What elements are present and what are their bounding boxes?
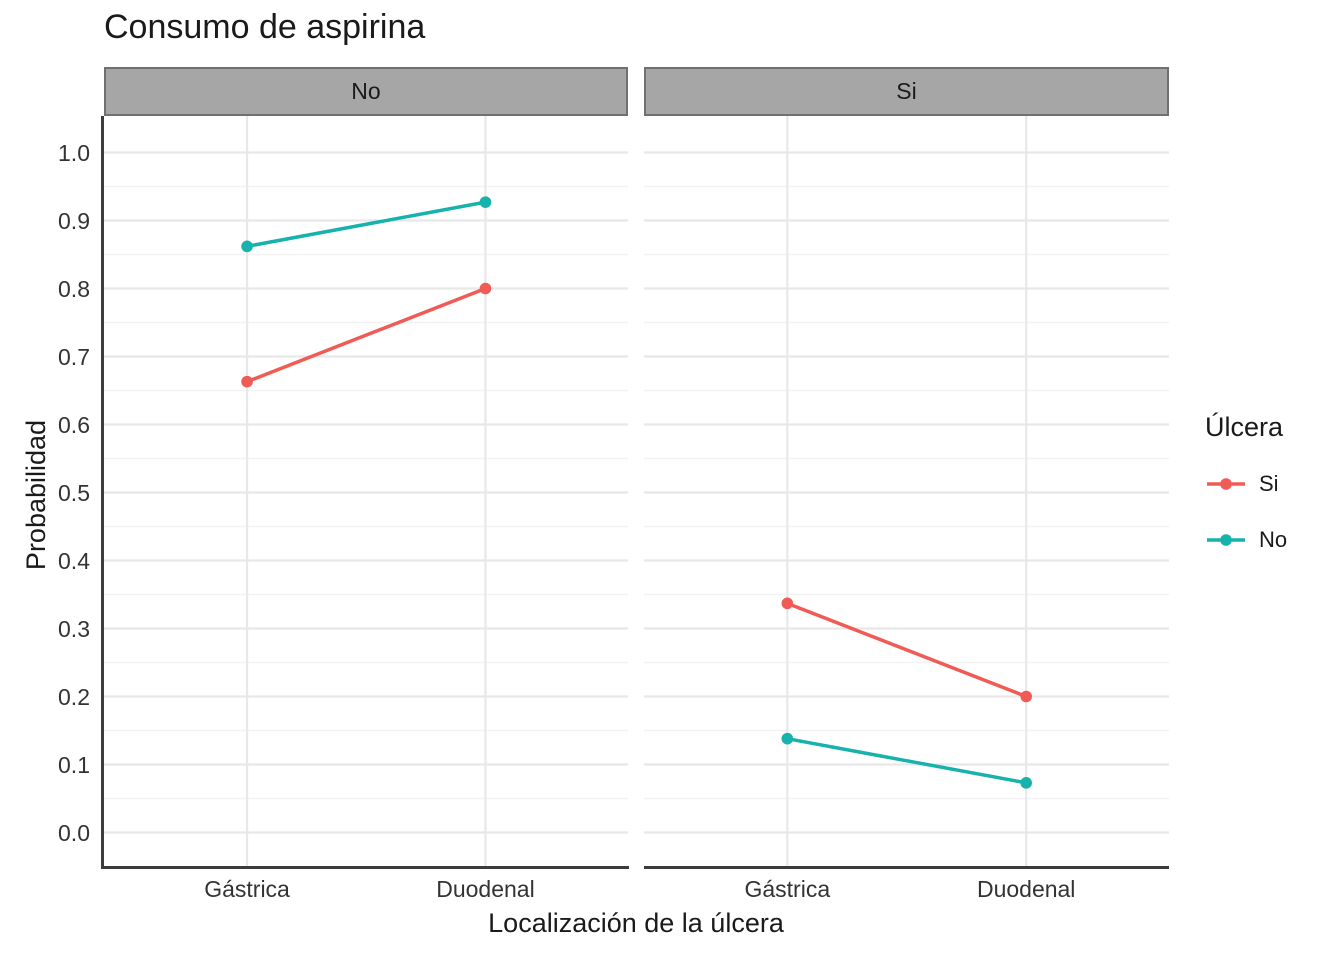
- x-axis-line-si: [644, 866, 1169, 869]
- y-axis-title: Probabilidad: [21, 419, 51, 571]
- facet-panel-si: [644, 116, 1169, 867]
- y-tick-label: 0.0: [58, 819, 90, 846]
- x-tick-label: Duodenal: [976, 876, 1076, 902]
- x-axis-line-no: [101, 866, 629, 869]
- legend-key-si-icon: [1207, 478, 1245, 490]
- y-tick-label: 0.2: [58, 683, 90, 710]
- legend-entry-si: Si: [1205, 466, 1340, 502]
- legend-key-no-icon: [1207, 534, 1245, 546]
- y-tick-label: 0.7: [58, 343, 90, 370]
- y-tick-label: 0.5: [58, 479, 90, 506]
- y-tick-label: 0.6: [58, 411, 90, 438]
- legend-label-no: No: [1259, 527, 1288, 552]
- facet-strip-si-label: Si: [896, 78, 917, 104]
- x-tick-label: Gástrica: [744, 876, 831, 902]
- y-axis-line: [101, 116, 104, 869]
- y-tick-label: 0.9: [58, 207, 90, 234]
- x-axis-title: Localización de la úlcera: [488, 908, 784, 938]
- y-tick-label: 0.1: [58, 751, 90, 778]
- legend: Úlcera Si No: [1205, 410, 1340, 578]
- y-tick-label: 0.3: [58, 615, 90, 642]
- x-tick-label: Gástrica: [204, 876, 290, 902]
- facet-strip-no: No: [104, 67, 628, 116]
- legend-label-si: Si: [1259, 471, 1279, 496]
- facet-strip-no-label: No: [351, 78, 381, 104]
- facet-strip-si: Si: [644, 67, 1169, 116]
- y-tick-label: 0.4: [58, 547, 90, 574]
- facet-panel-no: [104, 116, 628, 867]
- y-tick-label: 0.8: [58, 275, 90, 302]
- legend-title: Úlcera: [1205, 412, 1284, 442]
- legend-entry-no: No: [1205, 522, 1340, 558]
- plot-title: Consumo de aspirina: [104, 8, 426, 46]
- y-tick-label: 1.0: [58, 139, 90, 166]
- x-tick-label: Duodenal: [436, 876, 535, 902]
